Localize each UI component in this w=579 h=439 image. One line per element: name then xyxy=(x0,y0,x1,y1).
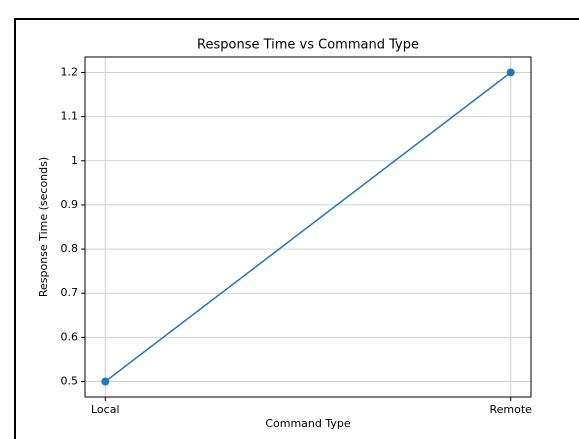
y-tick-label: 0.6 xyxy=(61,330,79,343)
x-tick-label: Remote xyxy=(490,403,533,416)
x-tick-label: Local xyxy=(91,403,120,416)
point xyxy=(101,377,110,386)
plot-area xyxy=(84,56,532,398)
chart-title: Response Time vs Command Type xyxy=(197,38,419,53)
y-tick-label: 0.5 xyxy=(61,375,79,388)
y-tick-label: 0.8 xyxy=(61,242,79,255)
y-tick-label: 1 xyxy=(71,154,78,167)
y-tick-label: 0.9 xyxy=(61,198,79,211)
y-tick-label: 1.1 xyxy=(61,110,79,123)
x-axis-label: Command Type xyxy=(265,417,351,430)
point xyxy=(506,68,515,77)
y-axis-label: Response Time (seconds) xyxy=(37,157,50,297)
y-tick-label: 0.7 xyxy=(61,286,79,299)
window-frame xyxy=(14,18,579,439)
y-tick-label: 1.2 xyxy=(61,65,79,78)
line xyxy=(104,71,512,383)
